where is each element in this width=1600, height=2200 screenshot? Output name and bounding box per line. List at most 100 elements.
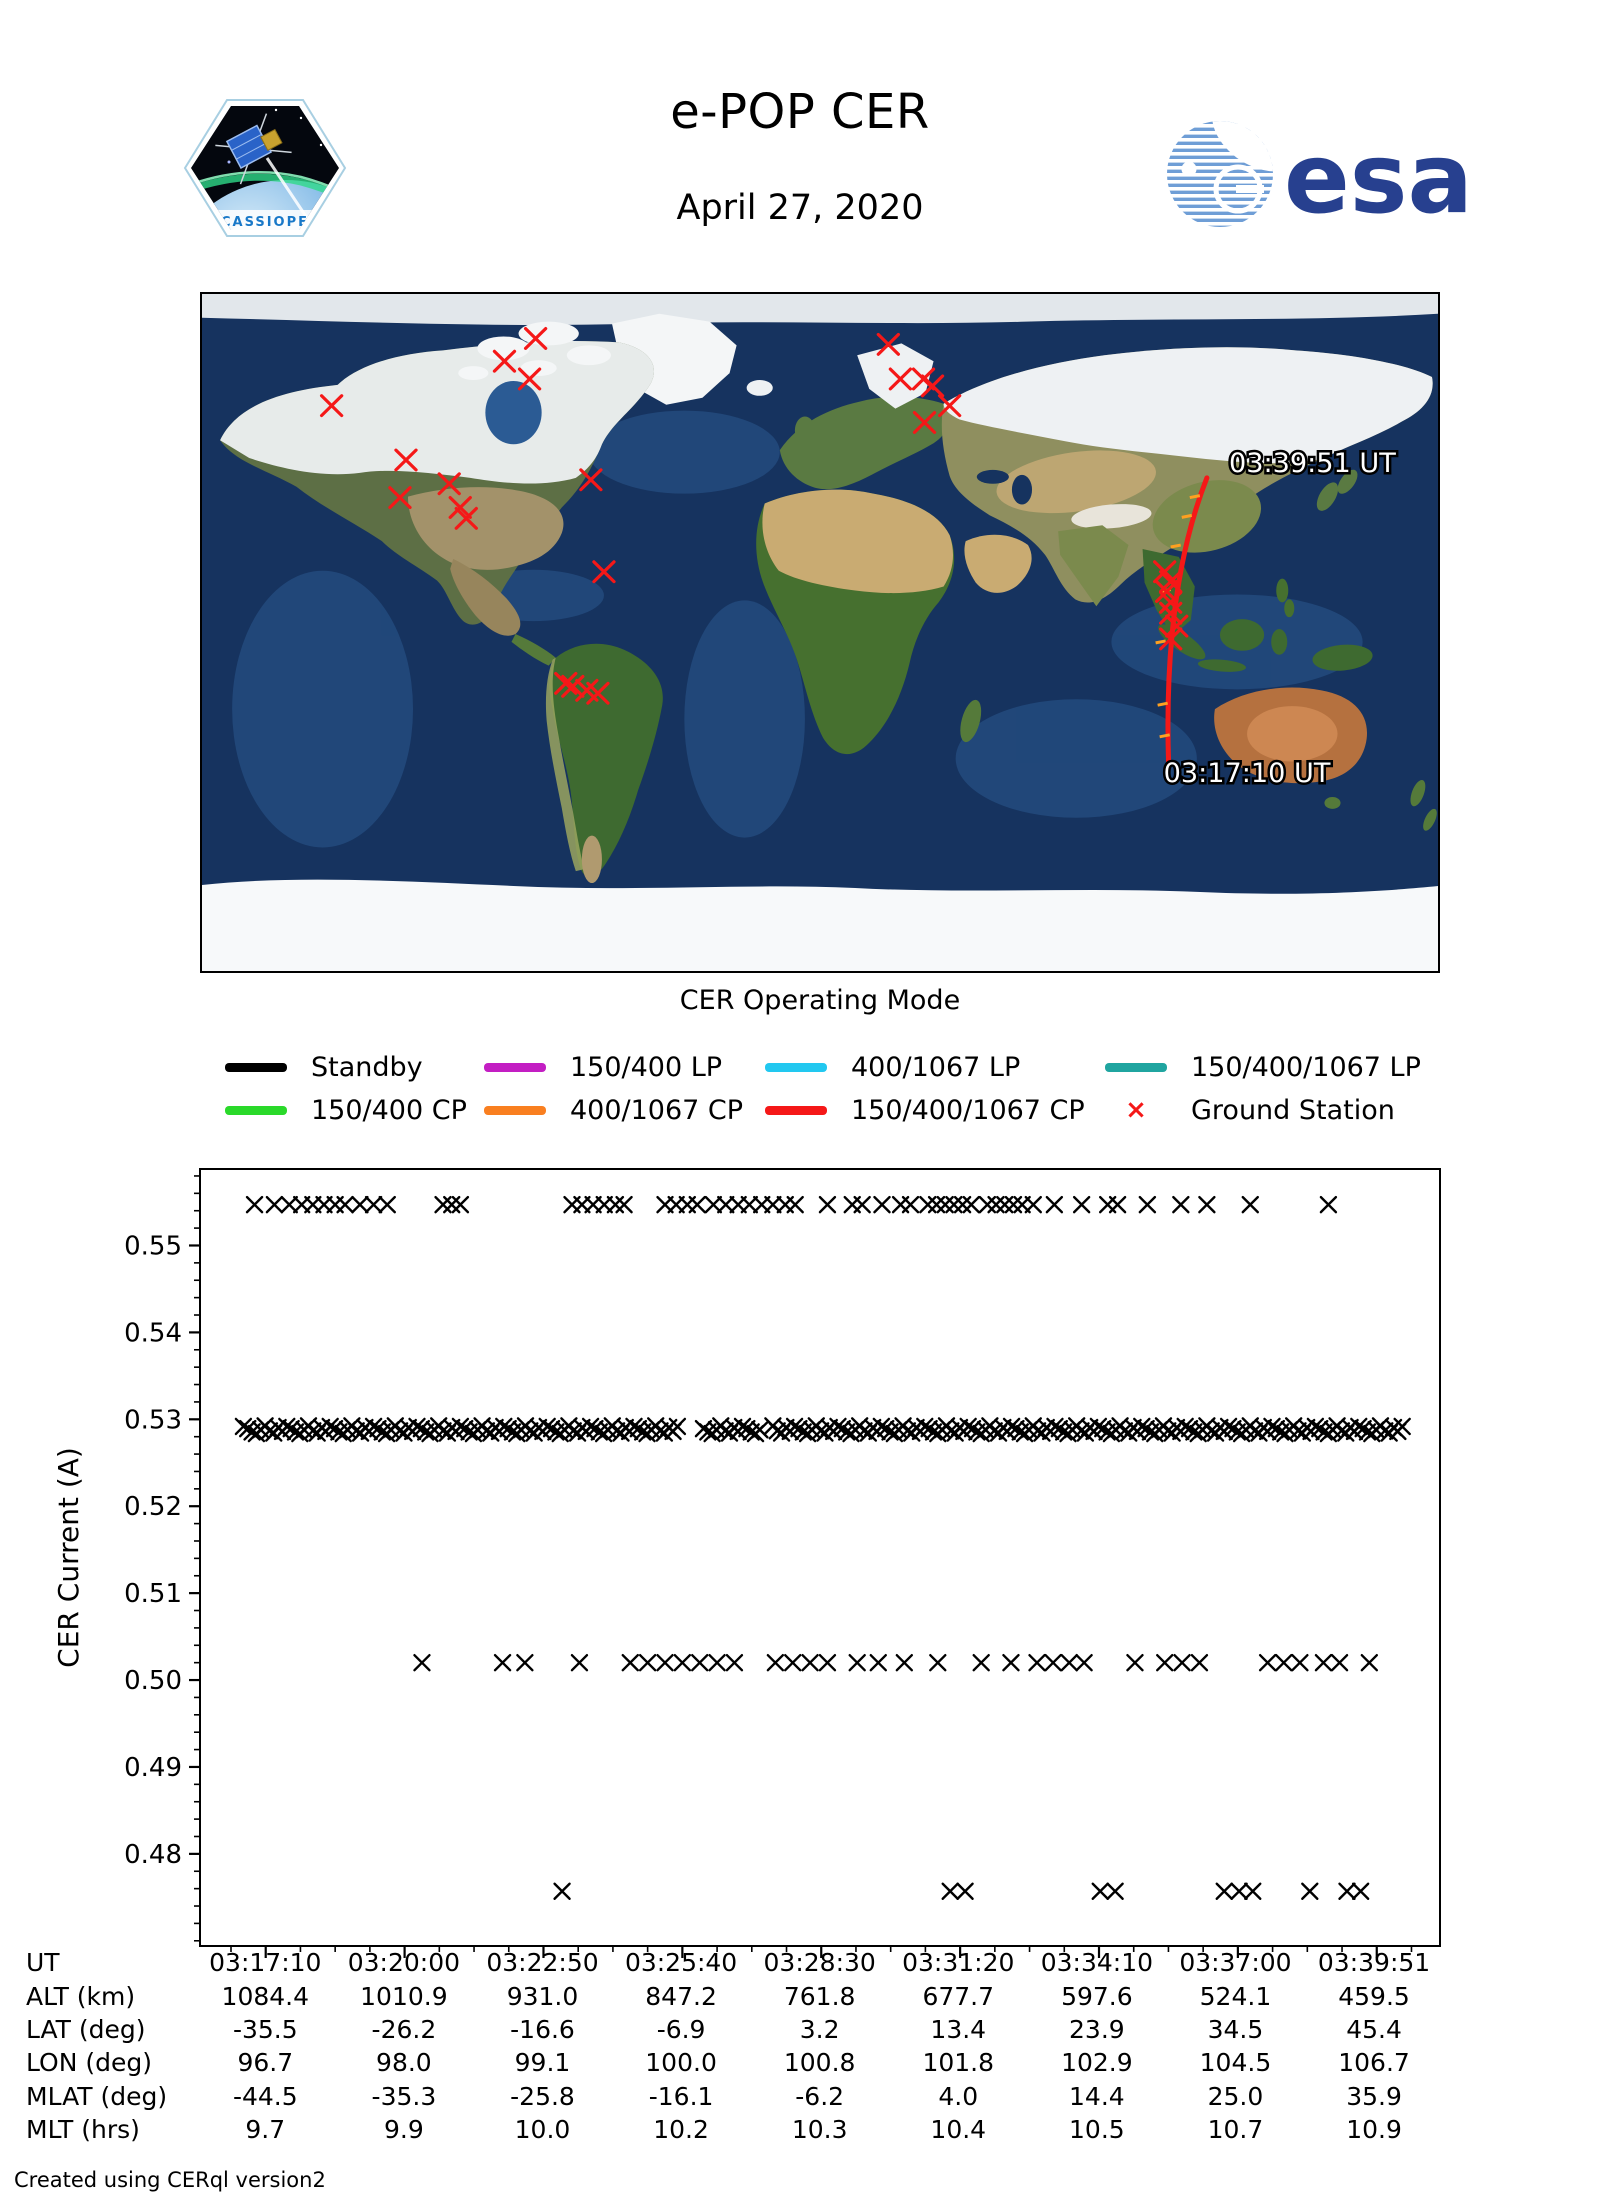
data-point-current-low [1106,1882,1124,1900]
data-point-current-mid [1173,1653,1191,1672]
data-point-current-high [245,1195,264,1214]
data-point-current-mid [413,1653,431,1672]
data-point-current-mid [1060,1653,1078,1672]
data-point-current-main [234,1417,253,1436]
data-point-current-high [1138,1195,1157,1214]
data-point-current-high [818,1195,837,1214]
table-cell: 03:22:50 [486,1948,599,1978]
data-point-current-main [1245,1422,1264,1440]
data-point-current-mid [848,1653,866,1672]
data-point-current-high [1024,1195,1042,1214]
y-tick-label: 0.55 [124,1231,182,1261]
table-cell: 10.7 [1207,2115,1264,2145]
legend-line-swatch [765,1105,827,1115]
ground-station-marker [517,367,542,391]
data-point-current-high [704,1195,723,1214]
legend-line-swatch [765,1062,827,1072]
ground-station-marker [920,374,945,398]
table-cell: -26.2 [371,2014,437,2044]
table-cell: 23.9 [1069,2014,1125,2044]
data-point-current-main [1159,1422,1177,1440]
data-point-current-high [1108,1195,1127,1214]
data-point-current-main [607,1422,626,1440]
table-cell: 1010.9 [360,1981,448,2011]
legend-entry-ground-station: × Ground Station [1105,1093,1395,1127]
legend-entry-label: 150/400 CP [311,1094,467,1126]
legend-entry-label: 150/400 LP [570,1051,723,1083]
table-cell: 10.3 [791,2115,848,2145]
ground-station-marker [876,332,900,356]
esa-wordmark: esa [1284,122,1467,235]
data-point-current-main [364,1417,383,1436]
table-cell: 10.4 [930,2115,987,2145]
table-cell: 677.7 [922,1981,995,2011]
table-cell: -6.9 [656,2014,706,2044]
table-cell: 102.9 [1061,2048,1133,2078]
data-point-current-low [956,1882,974,1900]
table-cell: 10.0 [514,2115,571,2145]
cer-current-chart: 0.48 0.49 0.50 0.51 0.52 0.53 0.54 0.55 CER Curr… [52,1168,1441,1958]
table-cell: 4.0 [938,2081,979,2111]
data-point-current-high [786,1195,804,1214]
data-point-current-main [321,1417,339,1436]
table-cell: -16.1 [648,2081,714,2111]
table-cell: 100.0 [645,2048,717,2078]
data-point-current-high [901,1195,920,1214]
data-point-current-main [1028,1422,1047,1440]
footer-credit: Created using CERql version2 [14,2168,326,2192]
table-cell: -35.3 [371,2081,437,2111]
y-axis-title: CER Current (A) [52,1447,85,1668]
data-point-current-main [1202,1422,1220,1440]
data-point-current-main [625,1417,643,1436]
data-point-current-high [606,1195,625,1214]
table-cell: 100.8 [783,2048,856,2078]
data-point-current-main [1133,1417,1151,1436]
ground-station-marker [586,681,610,705]
data-point-current-main [434,1422,452,1440]
data-point-current-high [1319,1195,1338,1214]
legend-entry-label: 150/400/1067 LP [1191,1051,1421,1083]
table-cell: 03:39:51 [1317,1948,1431,1978]
data-point-current-high [873,1195,891,1214]
data-point-current-mid [784,1653,802,1672]
legend-entry-label: 400/1067 LP [851,1051,1021,1083]
table-cell: 99.1 [514,2048,571,2078]
data-point-current-high [434,1195,452,1214]
data-point-current-main [985,1422,1003,1440]
cassiope-patch-logo: CASSIOPE [181,90,349,246]
ground-station-marker [454,506,478,530]
table-cell: 1084.4 [221,1981,310,2011]
data-point-current-mid [1314,1653,1333,1672]
data-point-current-mid [1126,1653,1144,1672]
legend-entry-150-400-1067-lp: 150/400/1067 LP [1105,1050,1421,1084]
page-date: April 27, 2020 [676,188,924,228]
table-cell: 35.9 [1346,2081,1402,2111]
table-cell: -35.5 [232,2014,298,2044]
ground-station-marker [319,394,344,418]
data-point-current-high [1198,1195,1216,1214]
table-cell: 3.2 [799,2014,840,2044]
track-minute-dash [1170,543,1182,549]
table-cell: 14.4 [1069,2081,1125,2111]
track-start-time-label: 03:17:10 UT [1164,758,1331,789]
data-point-current-high [962,1195,980,1214]
data-point-current-high [1004,1195,1023,1214]
data-point-current-main [1115,1422,1134,1440]
data-point-current-high [336,1195,354,1214]
legend-line-swatch [225,1105,287,1115]
map-continents [202,294,1438,971]
page-title: e-POP CER [670,84,930,140]
table-cell: 10.5 [1069,2115,1125,2145]
legend-entry-label: 150/400/1067 CP [851,1094,1085,1126]
track-minute-dash [1181,513,1193,519]
table-row-label: UT [26,1948,60,1978]
legend-entry-label: Ground Station [1191,1094,1395,1126]
table-cell: 03:31:20 [902,1948,1015,1978]
data-point-current-high [853,1195,871,1214]
data-point-current-mid [516,1653,534,1672]
ground-station-marker [437,472,461,496]
table-cell: 03:20:00 [347,1948,461,1978]
data-point-current-low [553,1882,571,1900]
data-point-current-low [1338,1882,1356,1900]
